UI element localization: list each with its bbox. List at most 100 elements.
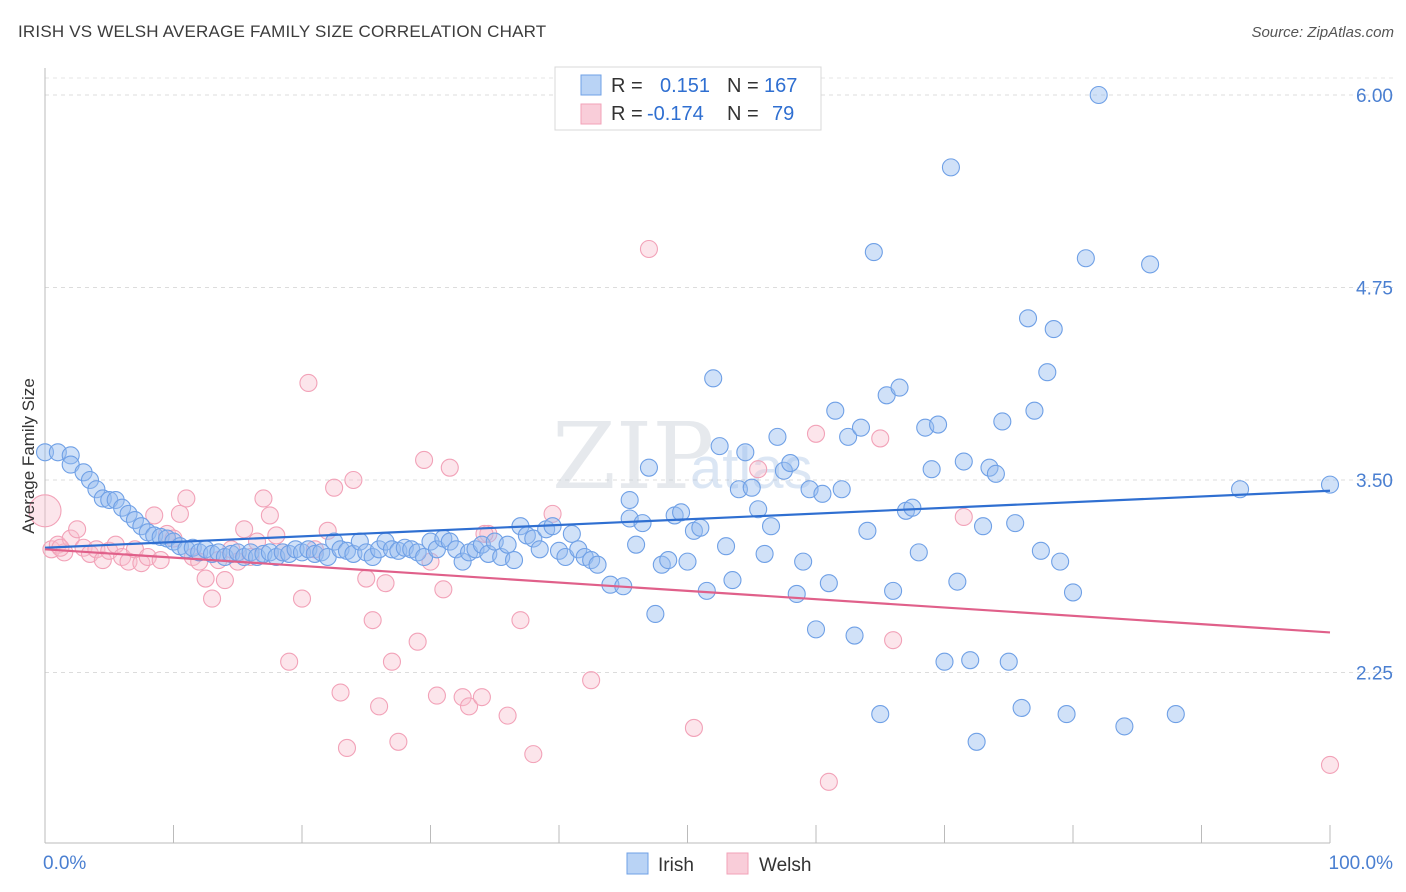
y-tick-label: 3.50 bbox=[1356, 471, 1393, 492]
irish-r-value: 0.151 bbox=[660, 75, 710, 97]
irish-bottom-label: Irish bbox=[658, 855, 694, 876]
irish-point bbox=[504, 551, 524, 570]
irish-point bbox=[903, 498, 922, 517]
irish-point bbox=[806, 620, 826, 639]
welsh-point bbox=[511, 611, 530, 630]
welsh-point bbox=[1320, 755, 1340, 774]
irish-point bbox=[961, 651, 980, 670]
x-tick-label-start: 0.0% bbox=[43, 853, 86, 874]
irish-point bbox=[1018, 309, 1038, 328]
irish-point bbox=[890, 378, 909, 397]
irish-point bbox=[35, 443, 55, 462]
welsh-point bbox=[440, 458, 459, 477]
axes bbox=[44, 68, 1331, 844]
irish-point bbox=[672, 503, 691, 522]
irish-point bbox=[1076, 249, 1095, 268]
irish-point bbox=[871, 705, 890, 724]
welsh-point bbox=[292, 589, 312, 608]
irish-point bbox=[845, 626, 864, 645]
welsh-point bbox=[819, 772, 838, 791]
irish-r-label: R = bbox=[611, 75, 643, 97]
irish-point bbox=[627, 535, 646, 554]
welsh-point bbox=[151, 551, 170, 570]
irish-point bbox=[1006, 514, 1025, 533]
welsh-point bbox=[363, 611, 382, 630]
irish-point bbox=[986, 464, 1005, 483]
irish-point bbox=[1051, 552, 1070, 571]
irish-point bbox=[524, 529, 543, 548]
irish-bottom-swatch bbox=[626, 852, 649, 875]
welsh-point bbox=[524, 745, 543, 764]
welsh-point bbox=[203, 589, 222, 608]
irish-point bbox=[781, 454, 800, 473]
welsh-r-value: -0.174 bbox=[647, 103, 704, 125]
irish-point bbox=[1063, 583, 1083, 602]
welsh-bottom-swatch bbox=[726, 852, 749, 875]
irish-point bbox=[408, 543, 427, 562]
welsh-point bbox=[93, 551, 112, 570]
welsh-point bbox=[145, 506, 164, 525]
irish-point bbox=[1031, 541, 1050, 560]
irish-point bbox=[1089, 85, 1108, 105]
welsh-r-label: R = bbox=[611, 103, 643, 125]
irish-point bbox=[1025, 401, 1044, 420]
irish-point bbox=[582, 551, 601, 570]
irish-point bbox=[993, 412, 1012, 431]
stats-legend: R = 0.151 N = 167 R = -0.174 N = 79 bbox=[554, 66, 822, 131]
welsh-point bbox=[254, 489, 273, 508]
welsh-point bbox=[871, 429, 890, 448]
y-tick-label: 2.25 bbox=[1356, 664, 1393, 685]
welsh-point bbox=[299, 373, 318, 393]
irish-point bbox=[858, 521, 877, 540]
trend-lines bbox=[44, 489, 1331, 634]
y-tick-labels: 2.25 3.50 4.75 6.00 bbox=[1356, 86, 1393, 685]
welsh-point bbox=[376, 574, 395, 593]
irish-point bbox=[1320, 475, 1340, 494]
irish-point bbox=[999, 652, 1018, 671]
irish-point bbox=[678, 552, 697, 571]
y-tick-label: 6.00 bbox=[1356, 86, 1393, 107]
welsh-point bbox=[434, 580, 453, 599]
irish-point bbox=[312, 543, 331, 562]
welsh-legend-swatch bbox=[580, 103, 602, 125]
irish-point bbox=[761, 517, 781, 536]
welsh-series bbox=[28, 239, 1340, 791]
welsh-point bbox=[472, 688, 491, 707]
irish-point bbox=[1038, 363, 1057, 382]
irish-point bbox=[588, 555, 607, 574]
irish-point bbox=[87, 480, 106, 499]
irish-point bbox=[562, 524, 581, 543]
welsh-point bbox=[415, 450, 434, 470]
irish-point bbox=[453, 552, 472, 571]
irish-point bbox=[530, 540, 549, 559]
welsh-n-value: 79 bbox=[772, 103, 794, 125]
irish-point bbox=[704, 369, 723, 388]
chart-title: IRISH VS WELSH AVERAGE FAMILY SIZE CORRE… bbox=[18, 22, 547, 41]
welsh-point bbox=[884, 631, 903, 650]
irish-point bbox=[794, 552, 813, 571]
y-tick-label: 4.75 bbox=[1356, 279, 1393, 300]
irish-point bbox=[659, 551, 678, 570]
welsh-point bbox=[235, 520, 254, 539]
irish-n-label: N = bbox=[727, 75, 759, 97]
welsh-point bbox=[806, 424, 826, 443]
x-tick-label-end: 100.0% bbox=[1329, 853, 1394, 874]
welsh-point bbox=[382, 652, 402, 671]
irish-point bbox=[1044, 320, 1063, 339]
welsh-point bbox=[639, 239, 659, 259]
series-legend: Irish Welsh bbox=[626, 852, 811, 876]
y-axis-label: Average Family Size bbox=[19, 378, 38, 534]
irish-n-value: 167 bbox=[764, 75, 797, 97]
irish-point bbox=[832, 480, 851, 499]
irish-point bbox=[652, 555, 671, 574]
welsh-point bbox=[344, 470, 363, 490]
irish-point bbox=[1166, 705, 1185, 724]
welsh-point bbox=[68, 520, 87, 539]
irish-point bbox=[948, 572, 967, 591]
welsh-point bbox=[459, 697, 479, 716]
welsh-point bbox=[170, 504, 189, 523]
welsh-n-label: N = bbox=[727, 103, 759, 125]
welsh-point bbox=[357, 569, 376, 588]
irish-point bbox=[864, 243, 883, 262]
